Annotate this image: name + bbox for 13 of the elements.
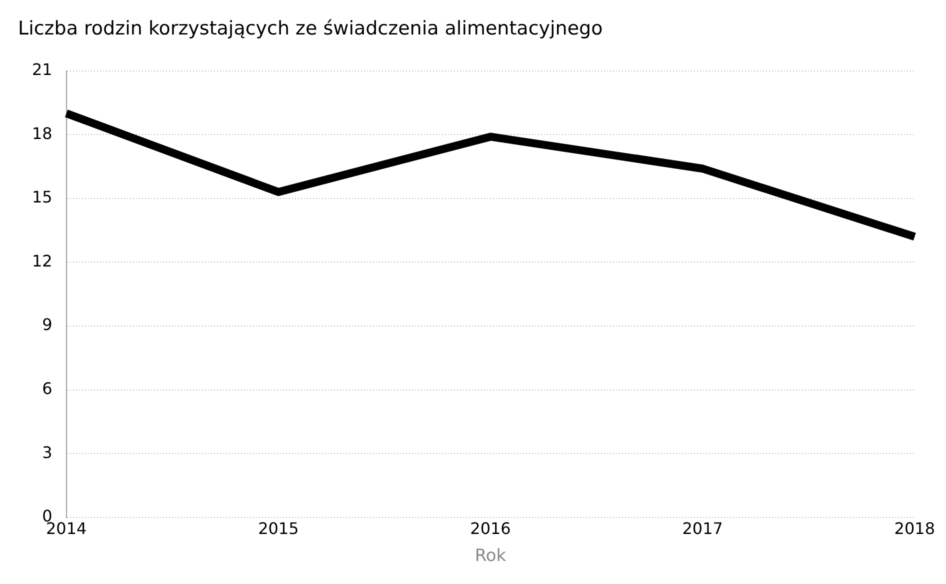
y-tick-label: 18 [32,124,52,143]
x-axis-title: Rok [474,546,506,566]
y-tick-label: 9 [42,315,52,334]
y-tick-label: 6 [42,378,52,398]
x-tick-label: 2018 [894,519,935,538]
x-tick-label: 2015 [258,519,299,538]
y-tick-label: 15 [32,188,52,207]
chart-title: Liczba rodzin korzystających ze świadczenia alimentacyjnego [18,17,603,40]
x-tick-label: 2017 [682,519,723,538]
y-tick-label: 12 [32,251,52,270]
x-tick-label: 2016 [470,519,511,538]
y-tick-label: 21 [32,60,52,79]
y-tick-label: 3 [42,442,52,462]
